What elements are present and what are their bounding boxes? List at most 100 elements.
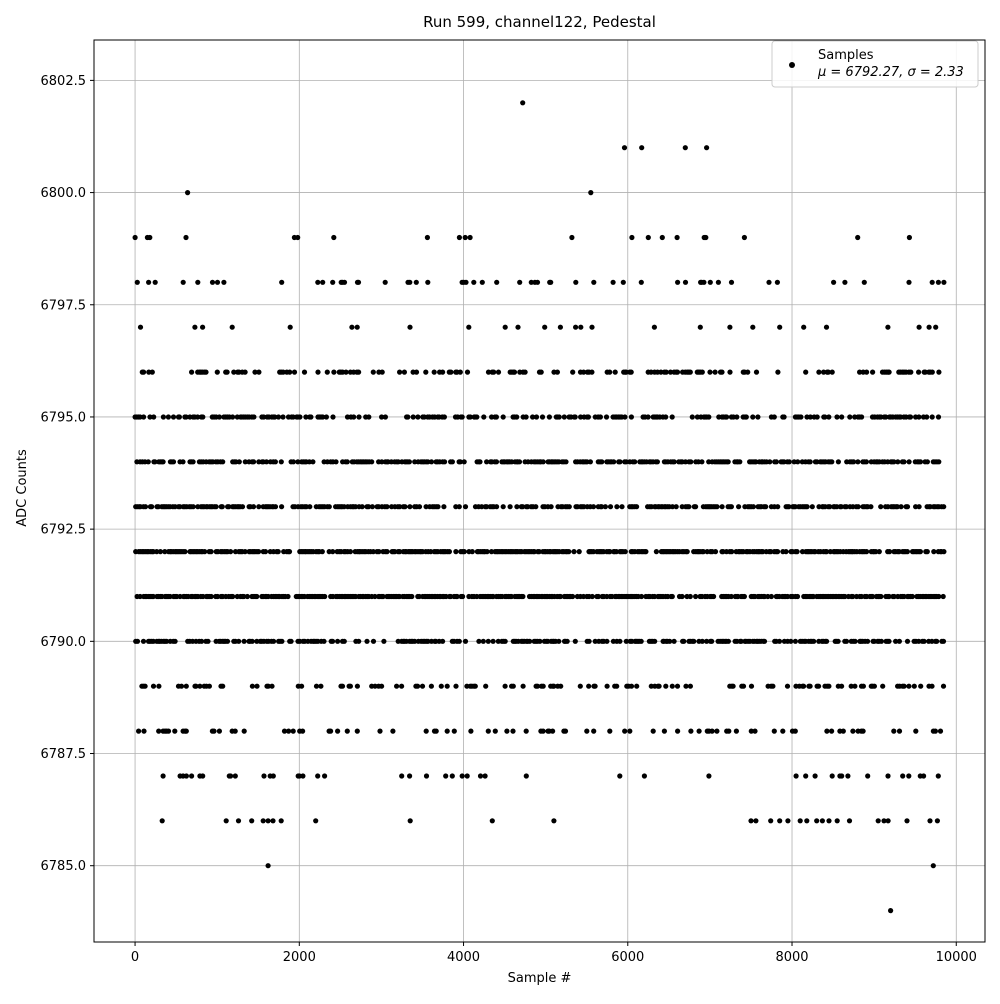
data-point <box>401 369 407 375</box>
data-point <box>659 234 665 241</box>
data-point <box>801 683 807 689</box>
data-point <box>476 638 482 644</box>
data-point <box>771 414 777 420</box>
data-point <box>275 414 282 420</box>
data-point <box>569 234 575 241</box>
data-point <box>895 459 901 465</box>
data-point <box>425 459 431 465</box>
data-point <box>748 728 754 734</box>
data-point <box>687 683 694 689</box>
data-point <box>771 728 777 734</box>
data-point <box>587 459 594 465</box>
data-point <box>725 638 732 644</box>
data-point <box>865 773 871 779</box>
data-point <box>200 773 206 779</box>
data-point <box>842 279 848 285</box>
data-point <box>272 459 278 465</box>
data-point <box>696 728 702 734</box>
data-point <box>322 773 328 779</box>
data-point <box>617 773 623 779</box>
data-point <box>916 638 922 644</box>
data-point <box>617 459 623 465</box>
data-point <box>871 683 878 689</box>
y-tick-label: 6797.5 <box>41 298 87 313</box>
data-point <box>709 728 715 734</box>
data-point <box>906 773 912 779</box>
data-point <box>707 369 713 375</box>
data-point <box>415 683 421 689</box>
data-point <box>265 683 271 689</box>
data-point <box>623 638 629 644</box>
data-point <box>379 459 385 465</box>
data-point <box>570 593 576 600</box>
data-point <box>423 369 429 375</box>
data-point <box>741 234 748 241</box>
data-point <box>628 369 634 375</box>
data-point <box>364 638 370 644</box>
data-point <box>481 414 487 420</box>
data-point <box>271 638 277 644</box>
data-point <box>835 638 841 644</box>
data-point <box>462 234 468 241</box>
data-point <box>727 369 733 375</box>
data-point <box>669 593 675 600</box>
data-point <box>239 504 246 510</box>
data-point <box>611 459 617 465</box>
data-point <box>622 549 628 555</box>
data-point <box>669 504 676 510</box>
data-point <box>734 414 740 420</box>
data-point <box>379 369 385 375</box>
data-point <box>632 459 638 465</box>
data-point <box>918 683 924 689</box>
data-point <box>347 549 353 555</box>
data-point <box>561 414 567 420</box>
x-tick-label: 2000 <box>283 950 316 965</box>
data-point <box>502 683 508 689</box>
data-point <box>724 414 730 420</box>
data-point <box>205 638 211 644</box>
data-point <box>826 818 832 824</box>
data-point <box>573 324 579 330</box>
data-point <box>249 818 255 824</box>
data-point <box>876 549 882 555</box>
data-point <box>456 638 462 644</box>
data-point <box>141 414 147 420</box>
data-point <box>687 369 693 375</box>
data-point <box>183 773 189 779</box>
data-point <box>935 414 942 420</box>
data-point <box>315 773 321 779</box>
data-point <box>410 414 416 420</box>
data-point <box>610 279 616 285</box>
data-point <box>617 638 623 644</box>
data-point <box>413 279 419 285</box>
data-point <box>280 414 286 420</box>
data-point <box>671 459 677 465</box>
data-point <box>847 414 853 420</box>
data-point <box>443 773 449 779</box>
data-point <box>886 369 892 375</box>
data-point <box>860 683 867 689</box>
data-point <box>190 504 196 510</box>
data-point <box>878 593 884 600</box>
data-point <box>488 549 495 555</box>
data-point <box>797 818 803 824</box>
data-point <box>936 593 942 600</box>
data-point <box>160 414 166 420</box>
data-point <box>701 279 707 285</box>
data-point <box>384 549 390 555</box>
data-point <box>254 593 260 600</box>
data-point <box>510 683 516 689</box>
data-point <box>563 459 569 465</box>
data-point <box>607 369 613 375</box>
data-point <box>477 773 484 779</box>
data-point <box>886 638 892 644</box>
data-point <box>380 593 386 600</box>
data-point <box>916 414 922 420</box>
data-point <box>142 504 149 510</box>
data-point <box>857 369 863 375</box>
data-point <box>558 683 564 689</box>
data-point <box>697 324 703 330</box>
data-point <box>826 683 832 689</box>
data-point <box>170 414 177 420</box>
data-point <box>824 728 830 734</box>
